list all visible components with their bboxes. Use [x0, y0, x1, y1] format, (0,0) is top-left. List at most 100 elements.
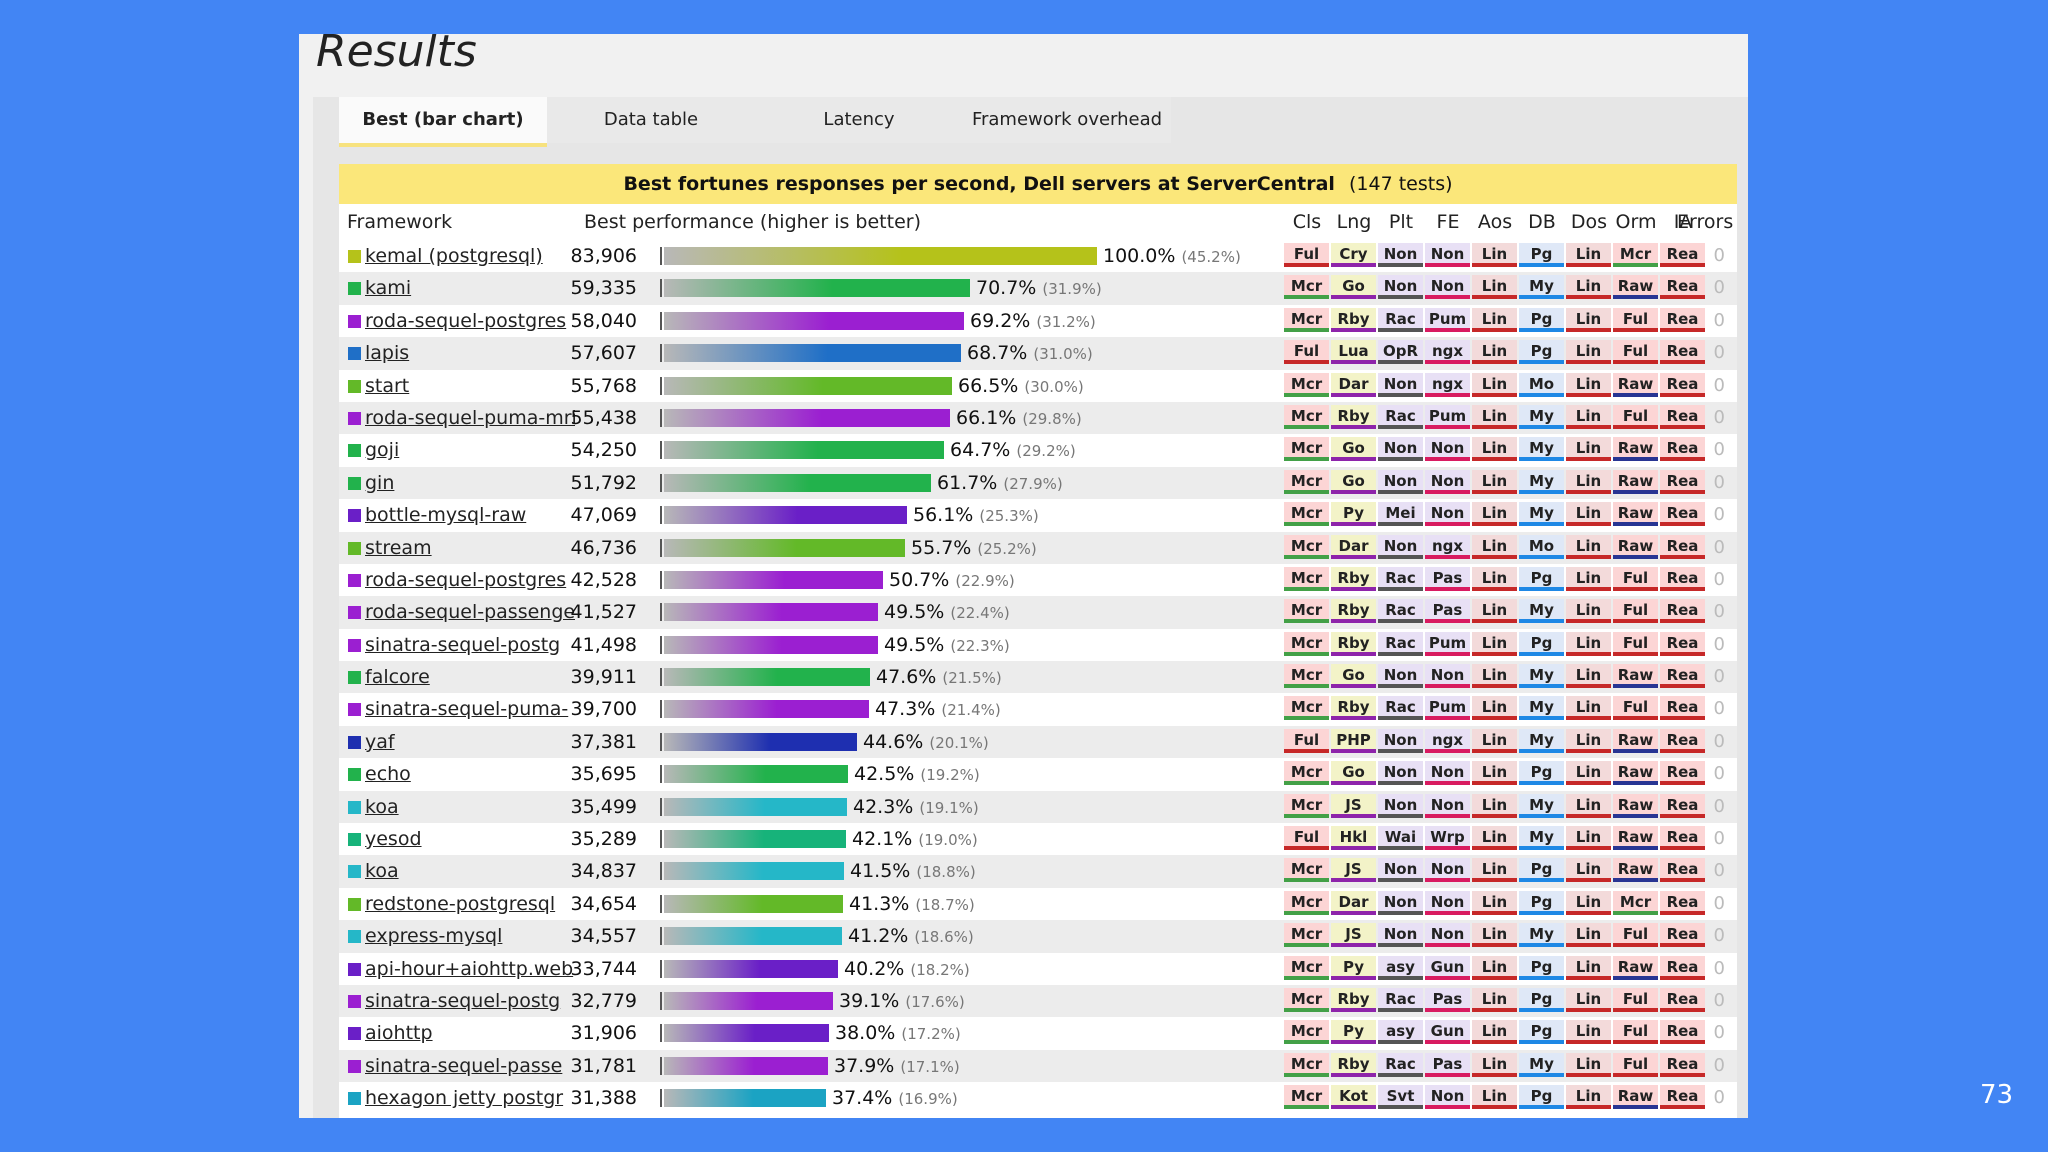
header-lng: Lng — [1336, 211, 1372, 233]
code-ia: Rea — [1660, 858, 1705, 883]
framework-link[interactable]: express-mysql — [365, 925, 503, 948]
code-aos: Lin — [1472, 1052, 1517, 1077]
tab-data-table[interactable]: Data table — [547, 97, 755, 143]
errors-count: 0 — [1713, 989, 1725, 1011]
code-plt: Rac — [1378, 631, 1423, 656]
color-swatch — [348, 865, 361, 879]
performance-value: 47,069 — [570, 504, 637, 527]
framework-link[interactable]: stream — [365, 536, 432, 559]
relative-percent-label: (18.7%) — [915, 895, 975, 914]
tab-latency[interactable]: Latency — [755, 97, 963, 143]
framework-link[interactable]: roda-sequel-postgres — [365, 309, 567, 332]
code-orm: Raw — [1613, 728, 1658, 753]
code-cls: Ful — [1284, 728, 1329, 753]
color-swatch — [348, 379, 361, 393]
color-swatch — [348, 476, 361, 490]
framework-link[interactable]: lapis — [365, 342, 410, 365]
framework-link[interactable]: echo — [365, 763, 411, 786]
header-orm: Orm — [1615, 211, 1657, 233]
performance-value: 41,527 — [570, 601, 637, 624]
code-lng: Rby — [1331, 1052, 1376, 1077]
framework-link[interactable]: roda-sequel-postgres — [365, 568, 567, 591]
code-aos: Lin — [1472, 826, 1517, 851]
code-orm: Ful — [1613, 1020, 1658, 1045]
framework-link[interactable]: falcore — [365, 666, 430, 689]
code-db: My — [1519, 599, 1564, 624]
framework-link[interactable]: sinatra-sequel-postg — [365, 989, 561, 1012]
performance-value: 59,335 — [570, 277, 637, 300]
code-cls: Mcr — [1284, 890, 1329, 915]
relative-percent-label: (29.2%) — [1016, 442, 1076, 461]
color-swatch — [348, 994, 361, 1008]
framework-link[interactable]: roda-sequel-puma-mri — [365, 406, 575, 429]
framework-link[interactable]: api-hour+aiohttp.web — [365, 957, 574, 980]
color-swatch — [348, 671, 361, 685]
performance-bar — [664, 894, 843, 913]
code-fe: ngx — [1425, 340, 1470, 365]
errors-count: 0 — [1713, 471, 1725, 493]
code-db: Pg — [1519, 1020, 1564, 1045]
code-fe: Wrp — [1425, 826, 1470, 851]
framework-link[interactable]: gin — [365, 471, 395, 494]
framework-link[interactable]: hexagon jetty postgr — [365, 1087, 564, 1110]
relative-percent-label: (22.3%) — [950, 636, 1010, 655]
percent-label: 42.1% — [852, 828, 913, 851]
code-db: My — [1519, 275, 1564, 300]
code-lng: Rby — [1331, 631, 1376, 656]
performance-value: 58,040 — [570, 309, 637, 332]
code-orm: Ful — [1613, 307, 1658, 332]
relative-percent-label: (17.2%) — [901, 1025, 961, 1044]
framework-link[interactable]: aiohttp — [365, 1022, 433, 1045]
relative-percent-label: (27.9%) — [1003, 474, 1063, 493]
header-ia: IA — [1673, 211, 1693, 233]
framework-link[interactable]: kami — [365, 277, 412, 300]
framework-link[interactable]: koa — [365, 795, 399, 818]
code-cls: Mcr — [1284, 631, 1329, 656]
code-cls: Mcr — [1284, 534, 1329, 559]
performance-bar — [664, 668, 870, 687]
framework-link[interactable]: sinatra-sequel-postg — [365, 633, 561, 656]
framework-link[interactable]: sinatra-sequel-puma- — [365, 698, 569, 721]
code-aos: Lin — [1472, 728, 1517, 753]
framework-link[interactable]: roda-sequel-passenge — [365, 601, 575, 624]
code-dos: Lin — [1566, 502, 1611, 527]
framework-link[interactable]: goji — [365, 439, 400, 462]
percent-label: 42.3% — [853, 795, 914, 818]
code-ia: Rea — [1660, 890, 1705, 915]
code-aos: Lin — [1472, 987, 1517, 1012]
performance-bar — [664, 1024, 829, 1043]
table-row: kemal (postgresql) 83,906 100.0% (45.2%) Ful… — [339, 240, 1737, 272]
code-lng: Rby — [1331, 404, 1376, 429]
code-lng: PHP — [1331, 728, 1376, 753]
errors-count: 0 — [1713, 730, 1725, 752]
framework-link[interactable]: kemal (postgresql) — [365, 245, 543, 267]
bar-axis-tick — [660, 991, 662, 1010]
framework-link[interactable]: yesod — [365, 828, 422, 851]
percent-label: 66.5% — [958, 374, 1019, 397]
code-orm: Raw — [1613, 275, 1658, 300]
code-dos: Lin — [1566, 599, 1611, 624]
code-fe: Pum — [1425, 307, 1470, 332]
bar-axis-tick — [660, 635, 662, 654]
framework-link[interactable]: redstone-postgresql — [365, 892, 556, 915]
framework-link[interactable]: koa — [365, 860, 399, 883]
chart-title: Best fortunes responses per second, Dell… — [623, 173, 1335, 195]
code-aos: Lin — [1472, 890, 1517, 915]
tab-framework-overhead[interactable]: Framework overhead — [963, 97, 1171, 143]
framework-link[interactable]: sinatra-sequel-passe — [365, 1054, 563, 1077]
framework-link[interactable]: yaf — [365, 730, 395, 753]
header-fe: FE — [1436, 211, 1460, 233]
framework-link[interactable]: bottle-mysql-raw — [365, 504, 527, 527]
errors-count: 0 — [1713, 795, 1725, 817]
code-db: My — [1519, 404, 1564, 429]
code-aos: Lin — [1472, 566, 1517, 591]
code-aos: Lin — [1472, 761, 1517, 786]
code-ia: Rea — [1660, 502, 1705, 527]
code-plt: Rac — [1378, 599, 1423, 624]
chart-title-bar: Best fortunes responses per second, Dell… — [339, 164, 1737, 204]
tab-best-bar-chart[interactable]: Best (bar chart) — [339, 97, 547, 147]
header-cls: Cls — [1292, 211, 1322, 233]
framework-link[interactable]: start — [365, 374, 410, 397]
bar-axis-tick — [660, 506, 662, 525]
code-orm: Raw — [1613, 469, 1658, 494]
